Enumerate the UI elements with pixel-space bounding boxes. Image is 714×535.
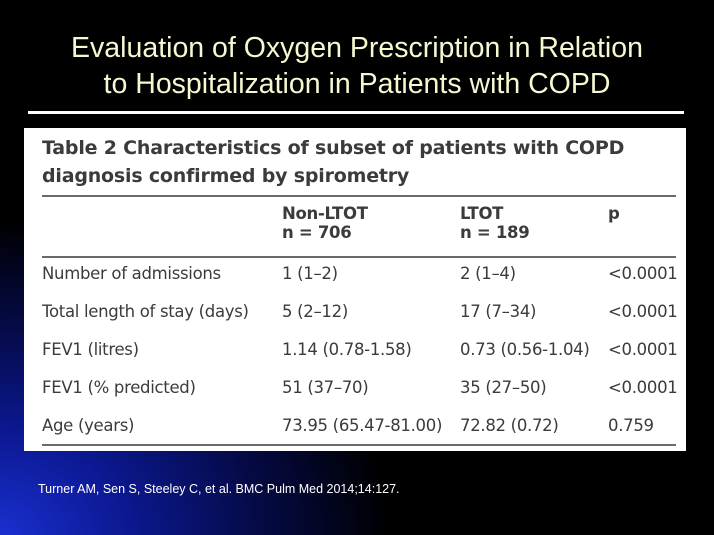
row-length-of-stay-label: Total length of stay (days) <box>42 302 249 321</box>
row-admissions-ltot: 2 (1–4) <box>460 264 516 283</box>
row-fev1-litres-ltot: 0.73 (0.56-1.04) <box>460 340 590 359</box>
row-fev1-predicted-label: FEV1 (% predicted) <box>42 378 196 397</box>
header-non-ltot: Non-LTOT n = 706 <box>282 204 368 242</box>
slide-title-line-1: Evaluation of Oxygen Prescription in Rel… <box>71 32 643 64</box>
row-admissions-non-ltot: 1 (1–2) <box>282 264 338 283</box>
row-fev1-litres-label: FEV1 (litres) <box>42 340 139 359</box>
slide-title-line-2: to Hospitalization in Patients with COPD <box>103 68 611 100</box>
table-caption-line-2: diagnosis confirmed by spirometry <box>42 165 410 187</box>
row-fev1-litres-p: <0.0001 <box>608 340 678 359</box>
header-ltot-n: n = 189 <box>460 223 530 242</box>
row-age-non-ltot: 73.95 (65.47-81.00) <box>282 416 443 435</box>
row-length-of-stay-p: <0.0001 <box>608 302 678 321</box>
row-admissions-p: <0.0001 <box>608 264 678 283</box>
row-fev1-litres-non-ltot: 1.14 (0.78-1.58) <box>282 340 412 359</box>
table-top-rule <box>42 195 676 197</box>
row-fev1-predicted-p: <0.0001 <box>608 378 678 397</box>
table-image-panel: Table 2 Characteristics of subset of pat… <box>24 128 686 451</box>
table-caption: Table 2 Characteristics of subset of pat… <box>42 134 682 190</box>
row-fev1-predicted-non-ltot: 51 (37–70) <box>282 378 369 397</box>
row-length-of-stay-ltot: 17 (7–34) <box>460 302 537 321</box>
header-ltot: LTOT n = 189 <box>460 204 530 242</box>
row-admissions-label: Number of admissions <box>42 264 221 283</box>
header-non-ltot-label: Non-LTOT <box>282 204 368 223</box>
row-fev1-predicted-ltot: 35 (27–50) <box>460 378 547 397</box>
header-non-ltot-n: n = 706 <box>282 223 352 242</box>
row-age-ltot: 72.82 (0.72) <box>460 416 559 435</box>
title-divider <box>28 111 684 114</box>
row-age-label: Age (years) <box>42 416 135 435</box>
citation-text: Turner AM, Sen S, Steeley C, et al. BMC … <box>38 482 400 496</box>
header-p: p <box>608 204 620 223</box>
row-length-of-stay-non-ltot: 5 (2–12) <box>282 302 348 321</box>
row-age-p: 0.759 <box>608 416 654 435</box>
table-bottom-rule <box>42 444 676 446</box>
slide-title: Evaluation of Oxygen Prescription in Rel… <box>20 30 694 102</box>
table-header-rule <box>42 256 676 258</box>
header-ltot-label: LTOT <box>460 204 504 223</box>
table-caption-line-1: Table 2 Characteristics of subset of pat… <box>42 137 625 159</box>
